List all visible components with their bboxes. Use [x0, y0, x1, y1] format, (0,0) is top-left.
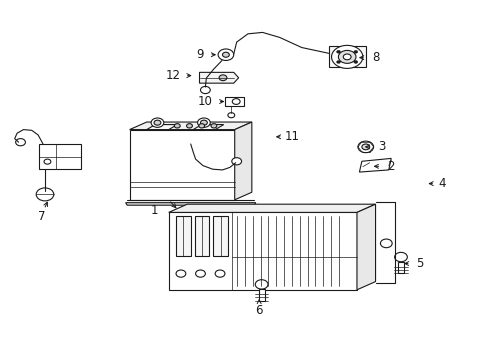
Text: 2: 2: [386, 160, 394, 173]
Circle shape: [44, 159, 51, 164]
Circle shape: [222, 52, 229, 57]
Polygon shape: [146, 125, 177, 130]
Text: 4: 4: [438, 177, 446, 190]
Polygon shape: [199, 72, 238, 83]
Circle shape: [200, 86, 210, 94]
Text: 7: 7: [38, 210, 45, 222]
Circle shape: [380, 239, 391, 248]
Polygon shape: [39, 144, 81, 169]
Polygon shape: [168, 204, 375, 212]
Polygon shape: [258, 289, 264, 301]
Polygon shape: [397, 262, 403, 273]
Circle shape: [331, 45, 362, 68]
Circle shape: [336, 60, 340, 63]
Circle shape: [338, 50, 355, 63]
Polygon shape: [213, 216, 227, 256]
Text: 5: 5: [415, 257, 423, 270]
Polygon shape: [328, 46, 365, 67]
Text: 6: 6: [255, 304, 263, 317]
Text: 3: 3: [377, 140, 385, 153]
Polygon shape: [129, 130, 234, 200]
Text: 8: 8: [371, 51, 379, 64]
Circle shape: [219, 75, 226, 81]
Circle shape: [336, 50, 340, 53]
Circle shape: [231, 158, 241, 165]
Circle shape: [353, 60, 357, 63]
Circle shape: [218, 49, 233, 60]
Circle shape: [200, 120, 207, 125]
Circle shape: [176, 270, 185, 277]
Circle shape: [16, 139, 25, 146]
Circle shape: [227, 113, 234, 118]
Text: 9: 9: [195, 48, 203, 61]
Polygon shape: [168, 212, 356, 290]
Circle shape: [343, 54, 350, 60]
Circle shape: [36, 188, 54, 201]
Circle shape: [353, 50, 357, 53]
Circle shape: [197, 118, 210, 127]
Circle shape: [198, 124, 204, 128]
Polygon shape: [129, 122, 251, 130]
Circle shape: [255, 280, 267, 289]
Circle shape: [195, 270, 205, 277]
Polygon shape: [224, 97, 243, 106]
Polygon shape: [234, 122, 251, 200]
Circle shape: [232, 99, 240, 104]
Circle shape: [361, 144, 369, 150]
Circle shape: [394, 252, 407, 262]
Polygon shape: [125, 203, 255, 205]
Circle shape: [215, 270, 224, 277]
Circle shape: [174, 124, 180, 128]
Text: 10: 10: [198, 95, 212, 108]
Text: 1: 1: [150, 204, 158, 217]
Circle shape: [211, 124, 217, 128]
Polygon shape: [176, 216, 190, 256]
Circle shape: [357, 141, 373, 153]
Circle shape: [151, 118, 163, 127]
Polygon shape: [194, 216, 209, 256]
Polygon shape: [359, 158, 390, 172]
Polygon shape: [193, 125, 223, 130]
Text: 12: 12: [166, 69, 181, 82]
Circle shape: [154, 120, 161, 125]
Text: 11: 11: [285, 130, 299, 143]
Polygon shape: [356, 204, 375, 290]
Circle shape: [186, 124, 192, 128]
